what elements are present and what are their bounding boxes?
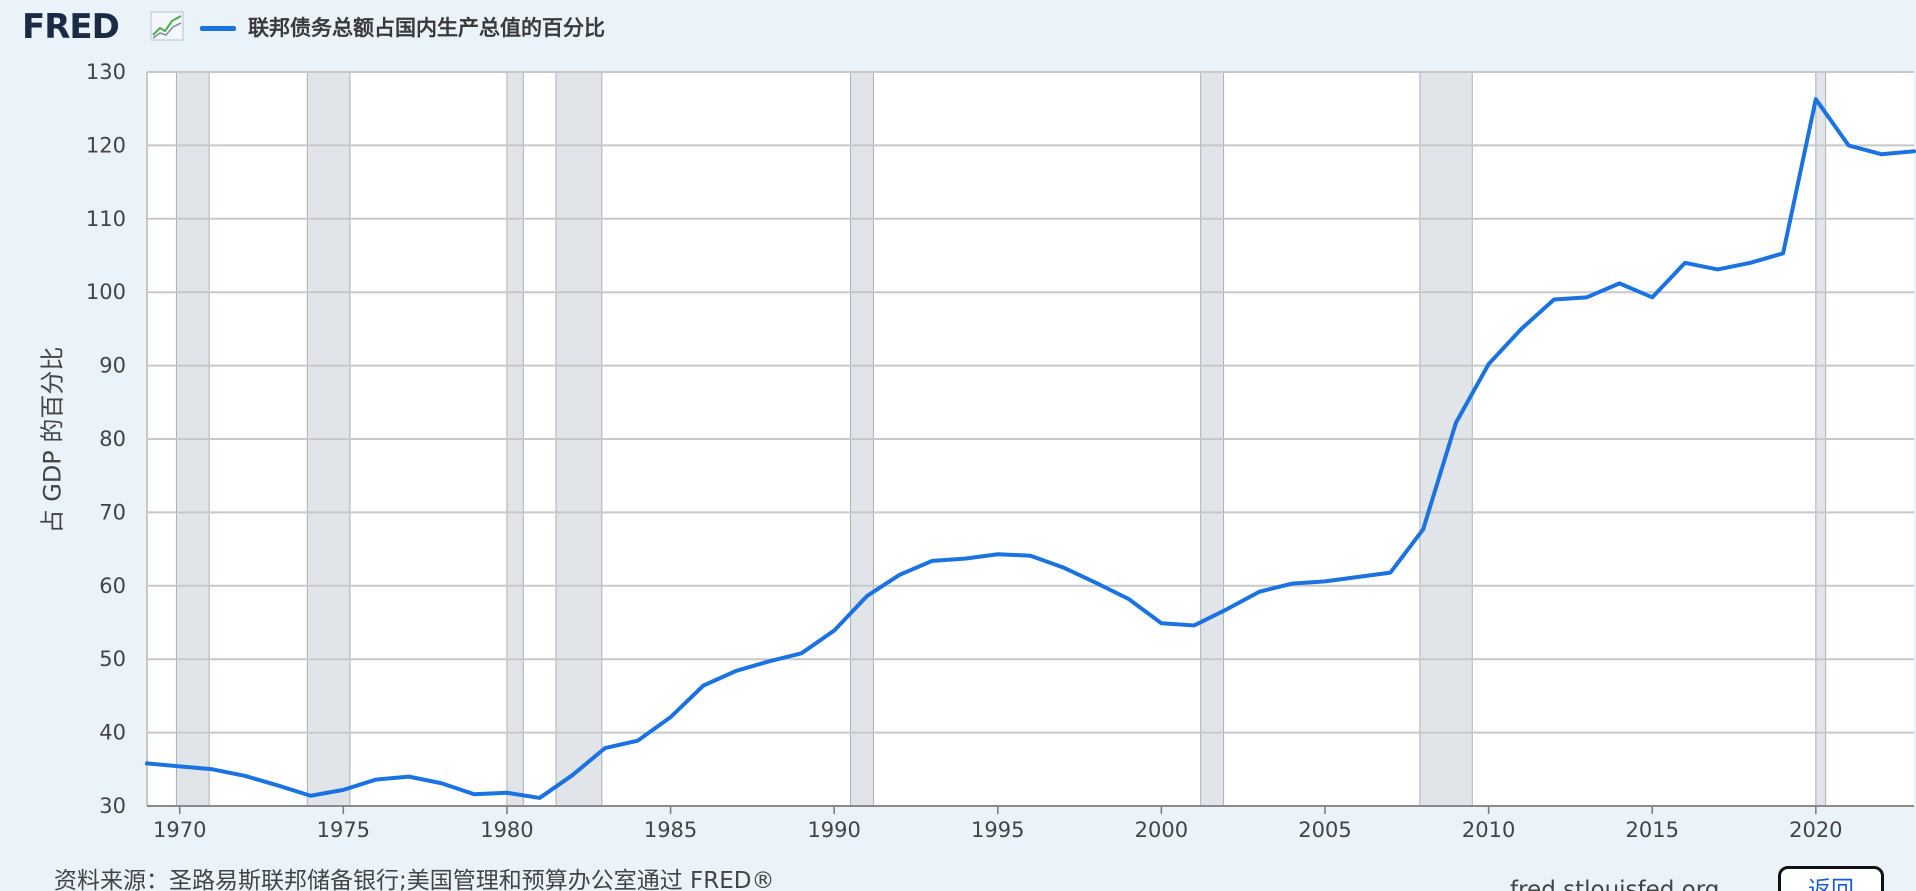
site-link[interactable]: fred.stlouisfed.org	[1510, 877, 1720, 891]
y-tick-label: 100	[86, 280, 126, 304]
back-button[interactable]: 返回	[1778, 866, 1884, 891]
data-point	[1847, 144, 1850, 146]
data-point	[1815, 98, 1817, 100]
data-point	[1717, 268, 1719, 271]
data-point	[669, 716, 672, 718]
data-point	[1357, 576, 1359, 578]
data-point	[1062, 566, 1064, 569]
fred-logo[interactable]: FRED	[22, 7, 120, 47]
data-point	[1520, 328, 1522, 330]
data-point	[1913, 150, 1915, 152]
x-tick-label: 2020	[1789, 818, 1842, 842]
data-point	[1618, 282, 1621, 284]
data-point	[1880, 153, 1882, 155]
legend-swatch	[200, 26, 236, 31]
data-point	[408, 776, 410, 778]
data-point	[473, 793, 475, 795]
data-point	[833, 629, 835, 632]
y-tick-label: 40	[99, 721, 126, 745]
data-point	[1488, 363, 1490, 365]
data-point	[768, 660, 770, 663]
x-tick-label: 2000	[1135, 818, 1188, 842]
data-point	[1193, 624, 1195, 627]
x-tick-label: 1995	[971, 818, 1024, 842]
data-point	[375, 778, 377, 781]
x-tick-label: 1985	[644, 818, 697, 842]
y-tick-label: 30	[99, 794, 126, 818]
data-point	[539, 797, 541, 799]
data-point	[277, 784, 279, 787]
data-point	[571, 774, 573, 776]
data-point	[1095, 582, 1097, 584]
data-point	[1422, 528, 1424, 530]
data-point	[310, 795, 312, 797]
y-axis-ticks: 30 40 50 60 70 80 90 100 110 120 130	[86, 60, 126, 818]
data-point	[604, 747, 606, 749]
data-point	[1749, 262, 1751, 264]
data-point	[440, 782, 443, 784]
data-point	[997, 553, 999, 555]
source-note: 资料来源：圣路易斯联邦储备银行;美国管理和预算办公室通过 FRED®	[54, 868, 775, 891]
x-tick-label: 2015	[1625, 818, 1678, 842]
data-point	[1029, 555, 1032, 557]
x-tick-label: 1980	[480, 818, 533, 842]
y-tick-label: 110	[86, 207, 126, 231]
y-tick-label: 50	[99, 647, 126, 671]
data-point	[1160, 622, 1162, 624]
data-point	[342, 789, 344, 791]
x-tick-label: 1990	[807, 818, 860, 842]
data-point	[146, 762, 148, 765]
y-tick-label: 130	[86, 60, 126, 84]
x-tick-label: 2010	[1462, 818, 1515, 842]
y-tick-label: 80	[99, 427, 126, 451]
data-point	[702, 685, 704, 687]
data-point	[244, 775, 246, 777]
y-axis-label: 占 GDP 的百分比	[38, 346, 67, 534]
gridlines	[146, 71, 1914, 807]
data-point	[506, 792, 508, 794]
data-point	[1684, 262, 1686, 264]
data-point	[637, 740, 639, 742]
x-tick-label: 1970	[153, 818, 206, 842]
data-point	[1291, 582, 1293, 585]
data-point	[931, 560, 933, 562]
data-point	[1586, 296, 1588, 298]
series-layer	[145, 97, 1916, 800]
data-point	[866, 595, 868, 597]
x-tick-label: 2005	[1298, 818, 1351, 842]
x-tick-label: 1975	[317, 818, 370, 842]
data-point	[964, 558, 966, 560]
data-point	[1226, 608, 1228, 610]
y-tick-label: 90	[99, 354, 126, 378]
data-point	[1651, 296, 1653, 298]
data-point	[800, 652, 803, 654]
data-point	[1128, 598, 1130, 600]
data-point	[1553, 298, 1555, 301]
legend-label: 联邦债务总额占国内生产总值的百分比	[248, 16, 605, 40]
data-point	[1258, 591, 1261, 593]
data-point	[1324, 580, 1326, 582]
data-point	[735, 670, 737, 672]
data-point	[211, 768, 214, 770]
y-tick-label: 60	[99, 574, 126, 598]
data-point	[1782, 252, 1784, 254]
x-axis-ticks: 1970 1975 1980 1985 1990 1995 2000 2005 2010 2015…	[147, 805, 1914, 842]
chart-header: FRED 联邦债务总额占国内生产总值的百分比	[0, 0, 1916, 56]
data-point	[1389, 571, 1392, 574]
data-point	[899, 574, 901, 576]
y-tick-label: 70	[99, 500, 126, 524]
data-point	[1455, 422, 1457, 424]
y-tick-label: 120	[86, 133, 126, 157]
data-point	[179, 765, 181, 767]
line-chart-icon	[150, 11, 184, 41]
